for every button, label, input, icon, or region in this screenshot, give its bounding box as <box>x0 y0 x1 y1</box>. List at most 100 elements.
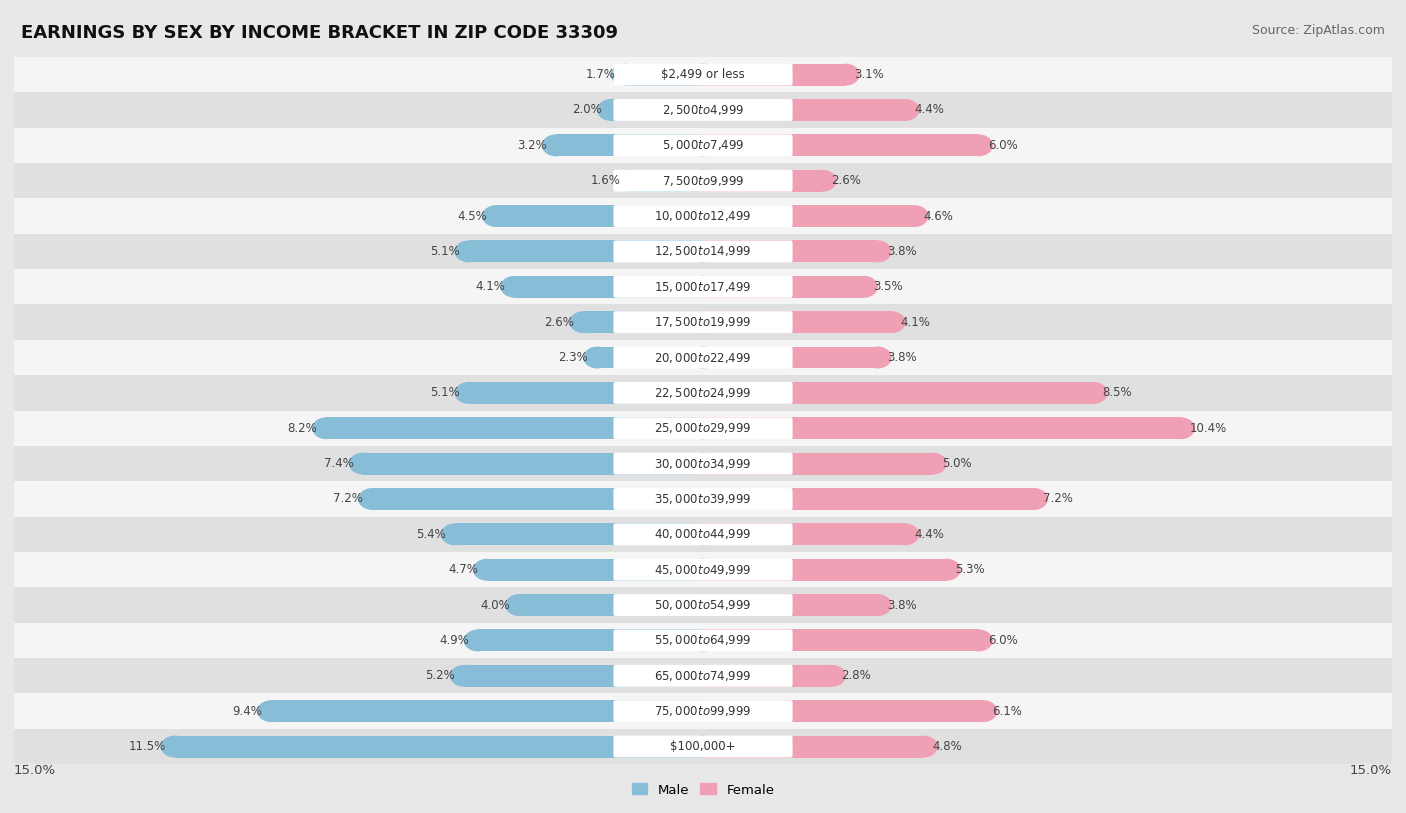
Bar <box>555 134 703 156</box>
Bar <box>14 481 1392 517</box>
Bar <box>468 382 703 404</box>
Circle shape <box>817 665 846 687</box>
Bar <box>464 665 703 687</box>
Bar <box>486 559 703 580</box>
Circle shape <box>1019 488 1047 510</box>
Bar <box>612 99 703 121</box>
Text: 8.5%: 8.5% <box>1102 386 1132 399</box>
Circle shape <box>689 488 717 510</box>
Bar <box>703 736 924 758</box>
Circle shape <box>689 453 717 475</box>
Text: $25,000 to $29,999: $25,000 to $29,999 <box>654 421 752 435</box>
Circle shape <box>689 453 717 475</box>
Circle shape <box>689 665 717 687</box>
Text: 3.2%: 3.2% <box>517 139 547 152</box>
Bar <box>703 488 1033 510</box>
Circle shape <box>689 665 717 687</box>
Bar <box>598 346 703 368</box>
Circle shape <box>689 736 717 758</box>
Circle shape <box>569 311 598 333</box>
FancyBboxPatch shape <box>613 665 793 687</box>
Text: 4.1%: 4.1% <box>475 280 506 293</box>
Bar <box>515 276 703 298</box>
Circle shape <box>689 559 717 580</box>
FancyBboxPatch shape <box>613 417 793 439</box>
Text: $20,000 to $22,499: $20,000 to $22,499 <box>654 350 752 364</box>
Circle shape <box>689 99 717 121</box>
Text: 5.1%: 5.1% <box>430 386 460 399</box>
Circle shape <box>689 134 717 156</box>
Text: 7.2%: 7.2% <box>333 493 363 506</box>
Bar <box>630 170 703 192</box>
Circle shape <box>689 134 717 156</box>
Circle shape <box>689 417 717 439</box>
Circle shape <box>464 629 492 651</box>
Circle shape <box>918 453 946 475</box>
Circle shape <box>689 417 717 439</box>
Text: $12,500 to $14,999: $12,500 to $14,999 <box>654 245 752 259</box>
Circle shape <box>616 170 644 192</box>
Text: 6.0%: 6.0% <box>988 634 1018 647</box>
Circle shape <box>689 382 717 404</box>
Text: $65,000 to $74,999: $65,000 to $74,999 <box>654 669 752 683</box>
Circle shape <box>1167 417 1195 439</box>
Bar <box>14 411 1392 446</box>
Bar <box>496 205 703 227</box>
Bar <box>703 382 1094 404</box>
Text: 10.4%: 10.4% <box>1189 422 1227 435</box>
FancyBboxPatch shape <box>613 205 793 227</box>
Bar <box>14 552 1392 587</box>
Circle shape <box>583 346 612 368</box>
Legend: Male, Female: Male, Female <box>631 784 775 797</box>
Bar <box>14 233 1392 269</box>
Bar <box>271 700 703 722</box>
Circle shape <box>969 700 997 722</box>
Circle shape <box>689 241 717 263</box>
Circle shape <box>454 382 484 404</box>
Circle shape <box>689 700 717 722</box>
Bar <box>703 311 891 333</box>
Bar <box>14 517 1392 552</box>
Text: $7,500 to $9,999: $7,500 to $9,999 <box>662 174 744 188</box>
FancyBboxPatch shape <box>613 453 793 475</box>
Circle shape <box>505 594 533 616</box>
Bar <box>14 693 1392 729</box>
Circle shape <box>598 99 626 121</box>
Text: 6.0%: 6.0% <box>988 139 1018 152</box>
Bar <box>14 729 1392 764</box>
Bar <box>703 276 863 298</box>
Bar <box>373 488 703 510</box>
Circle shape <box>900 205 928 227</box>
Circle shape <box>689 170 717 192</box>
Text: Source: ZipAtlas.com: Source: ZipAtlas.com <box>1251 24 1385 37</box>
Text: $30,000 to $34,999: $30,000 to $34,999 <box>654 457 752 471</box>
Bar <box>624 63 703 85</box>
Bar <box>468 241 703 263</box>
Circle shape <box>863 346 891 368</box>
Circle shape <box>312 417 340 439</box>
Circle shape <box>863 241 891 263</box>
Text: 3.8%: 3.8% <box>887 245 917 258</box>
Text: $2,499 or less: $2,499 or less <box>661 68 745 81</box>
Text: 11.5%: 11.5% <box>128 740 166 753</box>
Text: 1.6%: 1.6% <box>591 174 620 187</box>
Text: $22,500 to $24,999: $22,500 to $24,999 <box>654 386 752 400</box>
Text: 2.6%: 2.6% <box>544 315 575 328</box>
Circle shape <box>689 205 717 227</box>
FancyBboxPatch shape <box>613 382 793 404</box>
Text: 4.7%: 4.7% <box>449 563 478 576</box>
Circle shape <box>831 63 859 85</box>
Circle shape <box>541 134 571 156</box>
Circle shape <box>689 99 717 121</box>
FancyBboxPatch shape <box>613 134 793 156</box>
Circle shape <box>689 205 717 227</box>
Bar <box>326 417 703 439</box>
Circle shape <box>689 488 717 510</box>
Circle shape <box>849 276 877 298</box>
Circle shape <box>689 311 717 333</box>
Bar <box>14 340 1392 375</box>
Circle shape <box>689 524 717 546</box>
Circle shape <box>689 346 717 368</box>
Circle shape <box>877 311 905 333</box>
Text: 7.2%: 7.2% <box>1043 493 1073 506</box>
